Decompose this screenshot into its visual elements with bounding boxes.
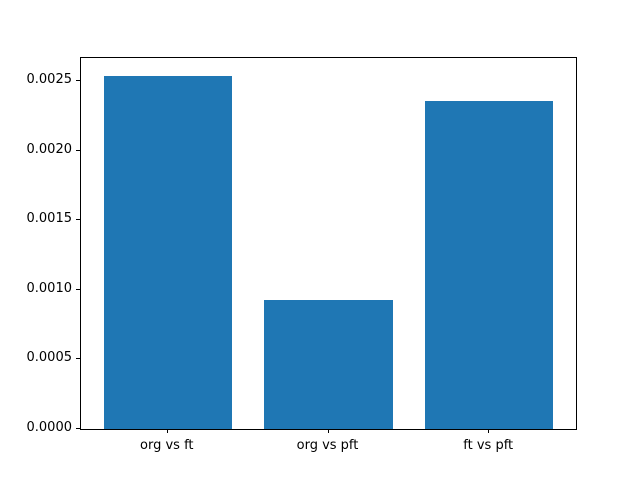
y-tick-label: 0.0005: [26, 350, 73, 366]
y-tick-label: 0.0020: [26, 141, 73, 157]
bar-org-vs-ft: [103, 75, 233, 429]
x-tick-label: org vs pft: [296, 438, 359, 453]
x-tick-mark: [327, 429, 329, 433]
bar-org-vs-pft: [264, 299, 393, 429]
y-tick-mark: [76, 149, 80, 151]
y-tick-mark: [76, 358, 80, 360]
x-tick-label: org vs ft: [140, 438, 194, 453]
bar-ft-vs-pft: [424, 100, 554, 429]
x-tick-mark: [166, 429, 168, 433]
y-tick-label: 0.0015: [26, 211, 73, 227]
y-tick-label: 0.0010: [26, 280, 73, 296]
x-tick-mark: [488, 429, 490, 433]
y-tick-label: 0.0000: [26, 420, 73, 435]
y-tick-mark: [76, 428, 80, 429]
x-tick-label: ft vs pft: [463, 438, 514, 453]
y-tick-mark: [76, 219, 80, 221]
y-tick-mark: [76, 80, 80, 82]
y-tick-label: 0.0025: [26, 72, 73, 88]
plot-area: [80, 57, 577, 430]
y-tick-mark: [76, 288, 80, 290]
